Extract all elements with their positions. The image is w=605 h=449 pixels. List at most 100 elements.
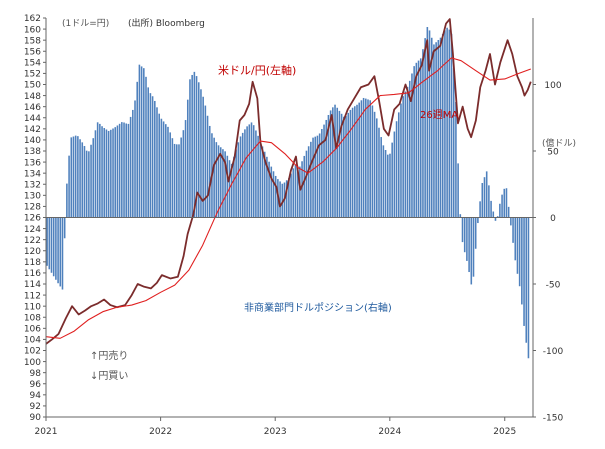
left-tick-label: 90 (30, 413, 42, 423)
position-bar (222, 149, 224, 218)
position-bar (303, 155, 306, 218)
position-bar (391, 142, 393, 218)
position-bar (116, 125, 119, 218)
position-bar (305, 150, 308, 218)
position-bar (492, 211, 495, 218)
right-tick-label: -50 (546, 281, 561, 291)
position-bar (296, 165, 299, 218)
unit-label: (1ドル=円) (62, 18, 109, 29)
position-bar (129, 116, 132, 218)
position-bar (246, 126, 248, 218)
position-bar (400, 103, 402, 218)
position-bar (433, 44, 435, 218)
position-bar (175, 144, 178, 218)
position-bar (503, 188, 506, 218)
position-bar (435, 42, 437, 218)
position-bar (101, 126, 103, 218)
position-bar (230, 163, 233, 218)
position-bar (255, 130, 257, 218)
left-tick-label: 142 (24, 125, 41, 135)
position-bar (358, 102, 360, 218)
position-bar (290, 173, 292, 218)
position-bar (138, 64, 141, 218)
position-bar (413, 66, 415, 218)
position-bar (336, 107, 339, 218)
position-bar (505, 188, 508, 218)
position-bar (59, 217, 62, 287)
position-bar (213, 137, 215, 218)
position-bar (140, 66, 143, 218)
left-tick-label: 98 (30, 369, 42, 379)
position-bar (151, 96, 154, 218)
position-bar (107, 130, 110, 218)
position-bar (514, 217, 517, 261)
position-bar (121, 122, 123, 218)
usdjpy-series-label: 米ドル/円(左軸) (218, 63, 296, 77)
position-bar (206, 115, 209, 218)
position-bar (103, 128, 106, 218)
position-bar (48, 217, 51, 270)
position-bar (382, 145, 385, 218)
position-bar (365, 98, 367, 218)
position-bar (134, 100, 136, 218)
position-bar (523, 217, 525, 326)
position-bar (316, 135, 319, 218)
position-bar (268, 161, 270, 218)
left-tick-label: 148 (24, 92, 41, 102)
position-bar (404, 91, 407, 218)
position-bar (457, 163, 459, 218)
position-bar (235, 149, 237, 218)
position-bar (419, 58, 422, 218)
left-tick-label: 94 (30, 391, 42, 401)
chart-labels: (1ドル=円) (出所) Bloomberg (億ドル) ↑円売り ↓円買い 米… (62, 17, 576, 382)
position-bar (241, 132, 244, 218)
position-bar (186, 99, 189, 218)
source-label: (出所) Bloomberg (128, 17, 205, 29)
left-tick-label: 124 (24, 225, 41, 235)
position-bar (132, 109, 134, 218)
position-bar (474, 217, 477, 249)
left-tick-label: 140 (24, 136, 41, 146)
position-bar (239, 136, 242, 218)
position-bar (496, 216, 499, 218)
position-bar (136, 81, 138, 218)
position-bar (395, 121, 398, 218)
position-bar (72, 136, 75, 218)
position-bar (430, 37, 433, 218)
position-bar (485, 171, 488, 218)
position-bar (55, 217, 57, 280)
position-bar (318, 133, 321, 218)
position-bar (459, 214, 462, 218)
position-bar (450, 33, 453, 218)
position-bar (50, 217, 53, 273)
position-bar (488, 185, 490, 218)
usdjpy-line (45, 18, 532, 345)
position-bar (452, 67, 455, 218)
position-bar (437, 40, 440, 218)
position-bar (171, 138, 174, 218)
position-bar (525, 217, 528, 343)
left-tick-label: 146 (24, 103, 41, 113)
position-bar (85, 150, 88, 218)
position-bar (156, 107, 158, 218)
position-bar (250, 122, 253, 218)
position-bar (470, 217, 473, 285)
position-bar (288, 178, 290, 218)
position-bar (490, 200, 492, 218)
position-bar (472, 217, 475, 277)
position-bar (167, 126, 169, 218)
position-bar (479, 201, 481, 218)
position-bar (88, 151, 90, 218)
left-tick-label: 120 (24, 247, 41, 257)
position-bar (233, 156, 235, 218)
position-bar (499, 203, 501, 218)
position-bar (195, 76, 198, 218)
position-bar (518, 217, 521, 287)
position-bar (321, 129, 323, 218)
position-bar (494, 217, 497, 221)
arrow-yen-sell: ↑円売り (90, 349, 128, 362)
left-tick-label: 128 (24, 203, 41, 213)
position-bar (323, 124, 325, 218)
position-bar (455, 102, 457, 218)
